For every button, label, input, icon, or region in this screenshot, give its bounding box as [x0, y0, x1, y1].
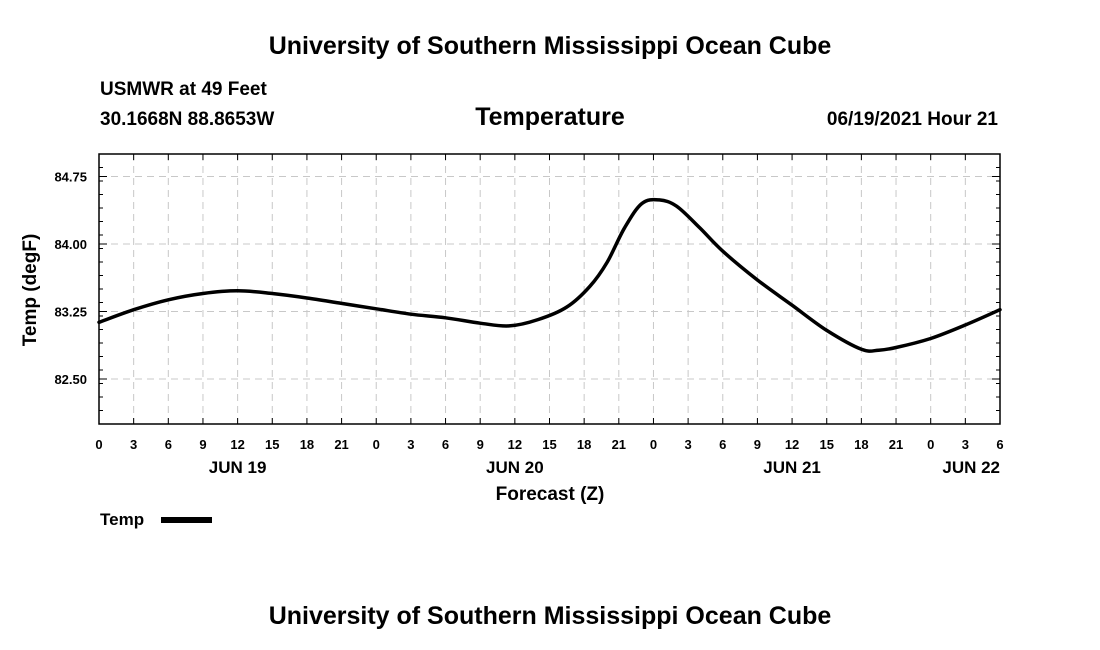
x-tick-label: 6: [442, 437, 449, 452]
x-tick-label: 6: [996, 437, 1003, 452]
x-axis-dates: JUN 19 JUN 20 JUN 21 JUN 22: [209, 458, 1000, 477]
footer-title: University of Southern Mississippi Ocean…: [269, 602, 832, 630]
x-tick-label: 6: [719, 437, 726, 452]
page-title: University of Southern Mississippi Ocean…: [269, 32, 832, 60]
x-tick-label: 0: [927, 437, 934, 452]
y-tick-label: 84.75: [54, 170, 87, 185]
gridlines: [99, 154, 1000, 424]
x-tick-label: 0: [650, 437, 657, 452]
x-tick-label: 15: [542, 437, 556, 452]
x-tick-label: 18: [300, 437, 314, 452]
x-tick-label: 12: [785, 437, 799, 452]
x-tick-label: 3: [684, 437, 691, 452]
x-axis-ticks: 0 3 6 9 12 15 18 21 0 3 6 9 12 15 18 21 0 3 6 9 12 15 18 21 0 3 6: [95, 154, 1004, 452]
x-axis-label: Forecast (Z): [496, 484, 605, 505]
chart-title: Temperature: [475, 103, 625, 131]
forecast-datetime: 06/19/2021 Hour 21: [827, 109, 999, 130]
x-tick-label: 21: [612, 437, 626, 452]
x-date-label: JUN 20: [486, 458, 544, 477]
x-tick-label: 21: [889, 437, 903, 452]
y-axis-ticks: 82.50 83.25 84.00 84.75: [54, 170, 1000, 387]
y-axis-label: Temp (degF): [20, 234, 41, 347]
x-tick-label: 0: [95, 437, 102, 452]
y-tick-label: 83.25: [54, 305, 87, 320]
x-tick-label: 18: [577, 437, 591, 452]
y-tick-label: 84.00: [54, 237, 87, 252]
x-tick-label: 3: [407, 437, 414, 452]
x-date-label: JUN 21: [763, 458, 821, 477]
x-tick-label: 6: [165, 437, 172, 452]
x-tick-label: 12: [230, 437, 244, 452]
x-tick-label: 9: [477, 437, 484, 452]
temp-series-line: [97, 197, 1002, 353]
y-tick-label: 82.50: [54, 372, 87, 387]
x-tick-label: 12: [508, 437, 522, 452]
x-date-label: JUN 19: [209, 458, 267, 477]
x-tick-label: 21: [334, 437, 348, 452]
station-coordinates: 30.1668N 88.8653W: [100, 109, 274, 130]
x-tick-label: 15: [265, 437, 279, 452]
x-tick-label: 3: [962, 437, 969, 452]
x-tick-label: 3: [130, 437, 137, 452]
x-tick-label: 9: [199, 437, 206, 452]
station-label: USMWR at 49 Feet: [100, 79, 267, 100]
x-date-label: JUN 22: [942, 458, 1000, 477]
legend: Temp: [100, 510, 212, 529]
x-tick-label: 0: [373, 437, 380, 452]
x-tick-label: 15: [819, 437, 833, 452]
x-tick-label: 9: [754, 437, 761, 452]
legend-label: Temp: [100, 510, 144, 529]
x-tick-label: 18: [854, 437, 868, 452]
